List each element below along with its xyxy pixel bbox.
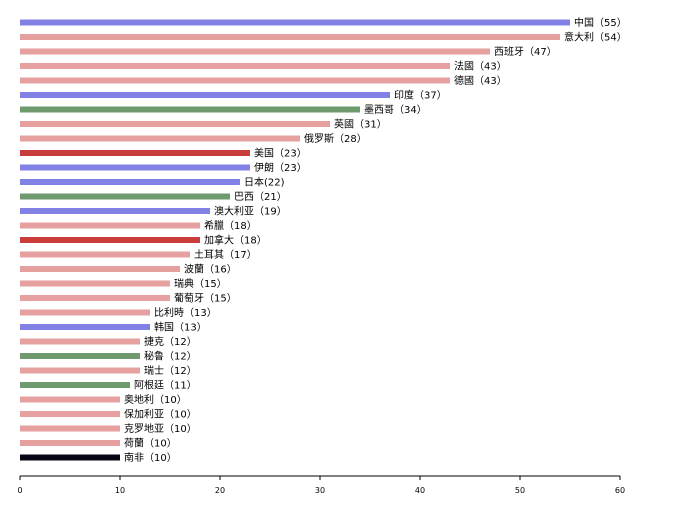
bar-16 xyxy=(20,251,190,258)
bar-label-29: 荷蘭（10） xyxy=(124,437,177,450)
bar-label-2: 西班牙（47） xyxy=(494,46,557,58)
bar-9 xyxy=(20,150,250,156)
labels-layer: 中国（55） 意大利（54） 西班牙（47） 法國（43）德國（43） 印度（37） 墨西… xyxy=(124,16,627,464)
bar-label-8: 俄罗斯（28） xyxy=(304,132,367,145)
bar-0 xyxy=(20,19,570,26)
x-tick-label-2: 20 xyxy=(215,486,225,495)
bar-label-6: 墨西哥（34） xyxy=(364,104,427,116)
bar-11 xyxy=(20,179,240,185)
bar-label-19: 葡萄牙（15） xyxy=(174,292,237,305)
bar-label-1: 意大利（54） xyxy=(564,31,627,44)
x-tick-label-0: 0 xyxy=(17,486,22,495)
bar-1 xyxy=(20,34,560,40)
x-tick-label-6: 60 xyxy=(615,486,625,495)
x-tick-label-5: 50 xyxy=(515,486,525,495)
bar-8 xyxy=(20,135,300,142)
bar-29 xyxy=(20,440,120,446)
bar-25 xyxy=(20,382,130,388)
bar-label-5: 印度（37） xyxy=(394,89,447,102)
bar-3 xyxy=(20,63,450,69)
bar-label-30: 南非（10） xyxy=(124,451,177,464)
bar-label-21: 韩国（13） xyxy=(154,321,207,334)
bar-18 xyxy=(20,280,170,287)
bar-17 xyxy=(20,266,180,272)
bar-20 xyxy=(20,309,150,316)
bar-7 xyxy=(20,121,330,127)
bar-28 xyxy=(20,425,120,432)
bar-label-10: 伊朗（23） xyxy=(254,162,307,174)
bar-10 xyxy=(20,164,250,171)
x-tick-label-4: 40 xyxy=(415,486,425,495)
bar-26 xyxy=(20,396,120,403)
bar-14 xyxy=(20,222,200,229)
bar-12 xyxy=(20,193,230,200)
bar-30 xyxy=(20,454,120,461)
bar-label-20: 比利時（13） xyxy=(154,307,217,319)
bar-label-13: 澳大利亚（19） xyxy=(214,205,287,218)
x-tick-label-1: 10 xyxy=(115,486,125,495)
bar-label-14: 希臘（18） xyxy=(204,219,257,232)
bar-label-27: 保加利亚（10） xyxy=(124,408,197,421)
bar-22 xyxy=(20,338,140,345)
bar-label-7: 英國（31） xyxy=(334,118,387,131)
bar-label-25: 阿根廷（11） xyxy=(134,379,197,392)
bar-label-22: 捷克（12） xyxy=(144,335,197,348)
bar-label-4: 德國（43） xyxy=(454,74,507,87)
bar-5 xyxy=(20,92,390,98)
bar-19 xyxy=(20,295,170,301)
x-axis: 0 10 20 30 40 50 60 xyxy=(17,475,625,495)
bar-label-24: 瑞士（12） xyxy=(144,364,197,377)
bar-label-15: 加拿大（18） xyxy=(204,234,267,247)
bar-label-16: 土耳其（17） xyxy=(194,248,257,261)
bar-23 xyxy=(20,353,140,359)
bar-24 xyxy=(20,367,140,374)
bar-21 xyxy=(20,324,150,330)
bar-label-0: 中国（55） xyxy=(574,16,627,29)
bar-label-11: 日本(22) xyxy=(244,176,285,189)
bar-label-23: 秘鲁（12） xyxy=(144,350,197,363)
bar-label-3: 法國（43） xyxy=(454,60,507,73)
bar-2 xyxy=(20,48,490,55)
bar-label-9: 美国（23） xyxy=(254,147,307,160)
bar-label-26: 奥地利（10） xyxy=(124,393,187,406)
bar-label-18: 瑞典（15） xyxy=(174,277,227,290)
bars-layer xyxy=(20,19,570,461)
x-tick-label-3: 30 xyxy=(315,486,325,495)
bar-6 xyxy=(20,106,360,113)
bar-13 xyxy=(20,208,210,214)
bar-label-28: 克罗地亚（10） xyxy=(124,422,197,435)
bar-15 xyxy=(20,237,200,243)
bar-27 xyxy=(20,411,120,417)
bar-label-12: 巴西（21） xyxy=(234,191,287,203)
bar-4 xyxy=(20,77,450,84)
bar-label-17: 波蘭（16） xyxy=(184,263,237,276)
